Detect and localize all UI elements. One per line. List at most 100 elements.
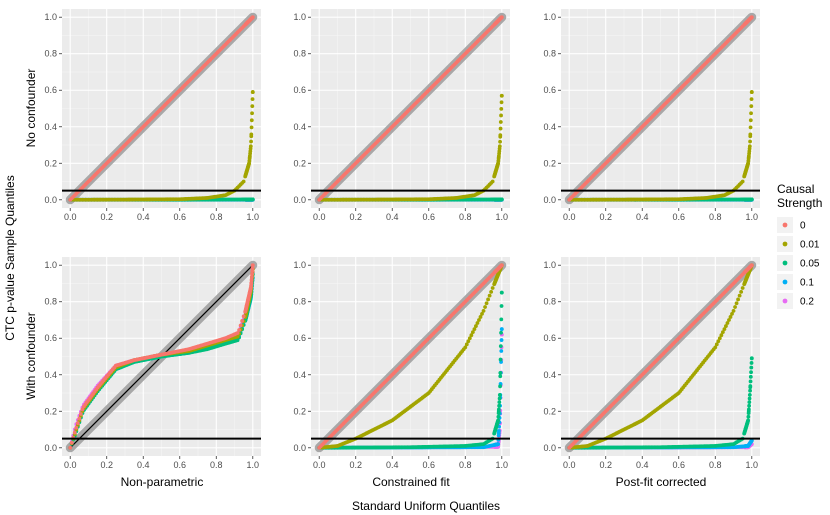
data-point: [496, 414, 501, 419]
y-tick-label: 0.8: [293, 297, 306, 307]
data-point: [747, 392, 752, 397]
x-tick-label: 0.6: [672, 212, 685, 222]
series-0-05: [317, 290, 504, 450]
y-axis-title: CTC p-value Sample Quantiles: [3, 175, 17, 340]
data-point: [249, 132, 254, 137]
x-tick-label: 0.0: [563, 460, 576, 470]
legend-items: 00.010.050.10.2: [777, 217, 820, 309]
legend: Causal Strength 00.010.050.10.2: [777, 182, 822, 309]
data-point: [249, 125, 254, 130]
x-tick-label: 0.4: [636, 460, 649, 470]
x-tick-label: 1.0: [247, 212, 260, 222]
data-point: [749, 263, 754, 268]
y-tick-label: 1.0: [543, 260, 556, 270]
legend-swatch: [782, 298, 788, 304]
data-point: [250, 272, 254, 276]
legend-item-0-05: 0.05: [777, 255, 820, 271]
data-point: [498, 357, 503, 362]
data-point: [497, 396, 502, 401]
y-tick-label: 0.2: [44, 406, 57, 416]
data-point: [237, 328, 241, 332]
x-tick-label: 0.6: [422, 460, 435, 470]
x-tick-label: 0.8: [210, 460, 223, 470]
legend-swatch: [782, 260, 788, 266]
data-point: [725, 321, 730, 325]
series-0: [317, 263, 504, 450]
y-tick-label: 0.2: [293, 406, 306, 416]
x-tick-label: 0.2: [349, 460, 362, 470]
data-point: [497, 144, 502, 149]
data-point: [740, 286, 745, 290]
data-point: [250, 266, 255, 271]
y-tick-label: 0.2: [293, 158, 306, 168]
data-point: [498, 133, 503, 138]
x-tick-label: 0.0: [313, 460, 326, 470]
data-point: [481, 308, 486, 313]
data-point: [749, 111, 753, 116]
data-point: [249, 283, 253, 288]
data-point: [498, 371, 503, 375]
data-point: [250, 90, 255, 94]
col-label-non-parametric: Non-parametric: [121, 475, 204, 489]
data-point: [499, 317, 504, 322]
data-point: [250, 269, 255, 273]
data-point: [499, 15, 504, 20]
series-0: [68, 263, 255, 450]
y-tick-label: 0.4: [293, 122, 306, 132]
data-point: [470, 330, 475, 335]
data-point: [724, 324, 728, 328]
y-tick-label: 0.8: [44, 49, 57, 59]
x-tick-label: 1.0: [496, 460, 509, 470]
data-point: [240, 318, 245, 323]
x-tick-label: 0.0: [313, 212, 326, 222]
data-point: [497, 403, 502, 408]
x-tick-label: 0.8: [459, 460, 472, 470]
x-tick-label: 0.8: [210, 212, 223, 222]
data-point: [250, 263, 255, 268]
data-point: [749, 15, 754, 20]
y-tick-label: 0.6: [293, 333, 306, 343]
data-point: [499, 263, 504, 268]
x-tick-label: 0.4: [386, 212, 399, 222]
panel-6: 0.00.00.20.20.40.40.60.60.80.81.01.0: [543, 257, 760, 470]
data-point: [714, 342, 719, 347]
x-tick-label: 0.2: [100, 212, 113, 222]
data-point: [249, 280, 254, 285]
y-tick-label: 0.0: [293, 443, 306, 453]
legend-title-line1: Causal: [777, 182, 814, 196]
y-tick-label: 0.0: [543, 443, 556, 453]
data-point: [497, 392, 502, 397]
data-point: [489, 289, 494, 294]
data-point: [490, 286, 495, 290]
data-point: [748, 379, 753, 384]
data-point: [483, 305, 487, 309]
data-point: [68, 445, 73, 450]
data-point: [730, 312, 734, 316]
data-point: [475, 321, 480, 325]
y-tick-label: 0.6: [543, 333, 556, 343]
y-tick-label: 1.0: [543, 12, 556, 22]
data-point: [499, 290, 504, 295]
series-0: [567, 15, 754, 202]
legend-title-line2: Strength: [777, 196, 822, 210]
data-point: [496, 418, 501, 423]
data-point: [250, 111, 254, 116]
data-point: [249, 275, 254, 279]
data-point: [477, 318, 481, 322]
x-tick-label: 0.0: [64, 212, 77, 222]
x-tick-label: 0.2: [349, 212, 362, 222]
series-0-01: [317, 263, 504, 450]
data-point: [719, 333, 724, 338]
y-tick-label: 0.2: [543, 158, 556, 168]
data-point: [749, 361, 754, 365]
x-tick-label: 0.2: [599, 212, 612, 222]
y-tick-label: 0.8: [44, 297, 57, 307]
data-point: [496, 433, 501, 438]
y-tick-label: 1.0: [293, 12, 306, 22]
data-point: [235, 331, 240, 335]
data-point: [72, 430, 77, 435]
data-point: [737, 293, 742, 298]
data-point: [499, 330, 503, 335]
data-point: [749, 365, 754, 370]
legend-item-0: 0: [777, 217, 806, 233]
